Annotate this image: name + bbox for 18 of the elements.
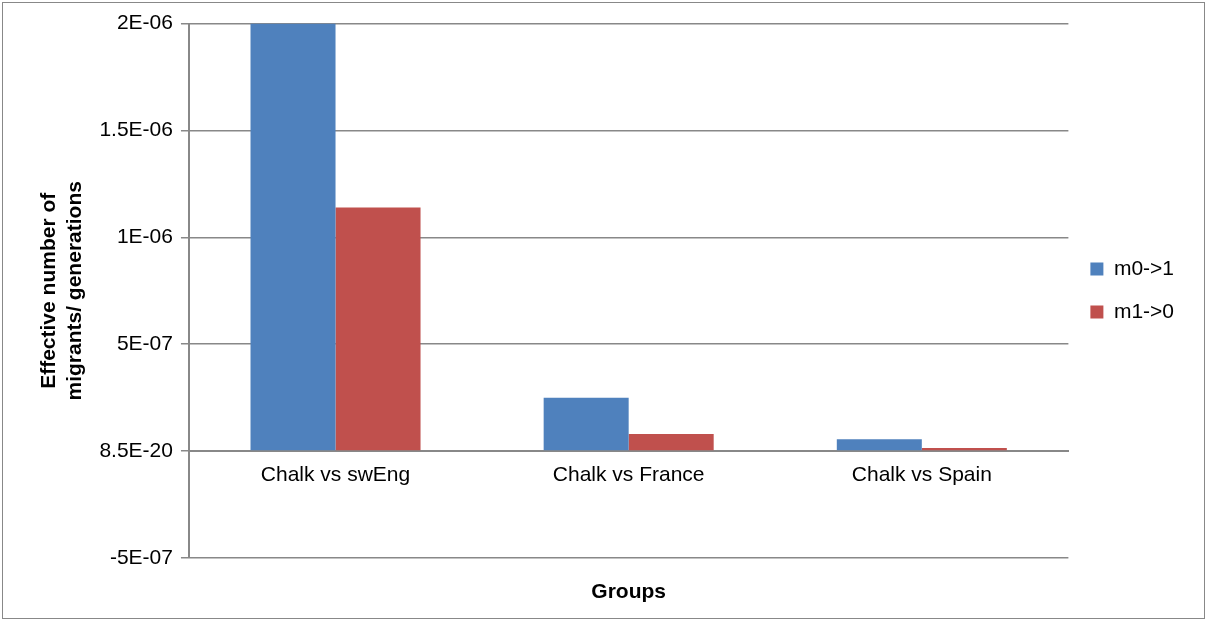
- legend-label: m1->0: [1113, 298, 1174, 322]
- x-tick-label: Chalk vs Spain: [851, 461, 992, 485]
- x-axis-title: Groups: [591, 579, 667, 603]
- y-tick-label: -5E-07: [109, 544, 173, 568]
- bar: [543, 397, 629, 451]
- y-axis-title: Effective number of migrants/ generations: [36, 181, 85, 401]
- bar: [250, 23, 336, 451]
- y-tick-label: 1E-06: [116, 224, 173, 248]
- x-tick-label: Chalk vs France: [552, 461, 705, 485]
- y-tick-label: 8.5E-20: [99, 437, 173, 461]
- y-tick-label: 2E-06: [116, 10, 173, 34]
- y-tick-label: 5E-07: [116, 331, 173, 355]
- bar: [836, 439, 922, 451]
- x-tick-label: Chalk vs swEng: [260, 461, 411, 485]
- y-tick-label: 1.5E-06: [99, 117, 173, 141]
- bar: [628, 434, 714, 451]
- legend-label: m0->1: [1113, 255, 1174, 279]
- bar: [335, 207, 421, 451]
